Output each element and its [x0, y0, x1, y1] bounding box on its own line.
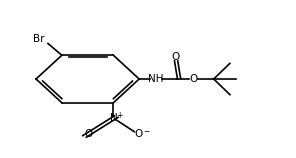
Text: N: N: [110, 113, 117, 123]
Text: Br: Br: [33, 34, 45, 44]
Text: O: O: [134, 129, 143, 139]
Text: O: O: [172, 52, 180, 62]
Text: +: +: [117, 111, 123, 120]
Text: −: −: [143, 127, 149, 136]
Text: O: O: [189, 74, 198, 84]
Text: O: O: [84, 129, 92, 139]
Text: NH: NH: [148, 74, 163, 84]
